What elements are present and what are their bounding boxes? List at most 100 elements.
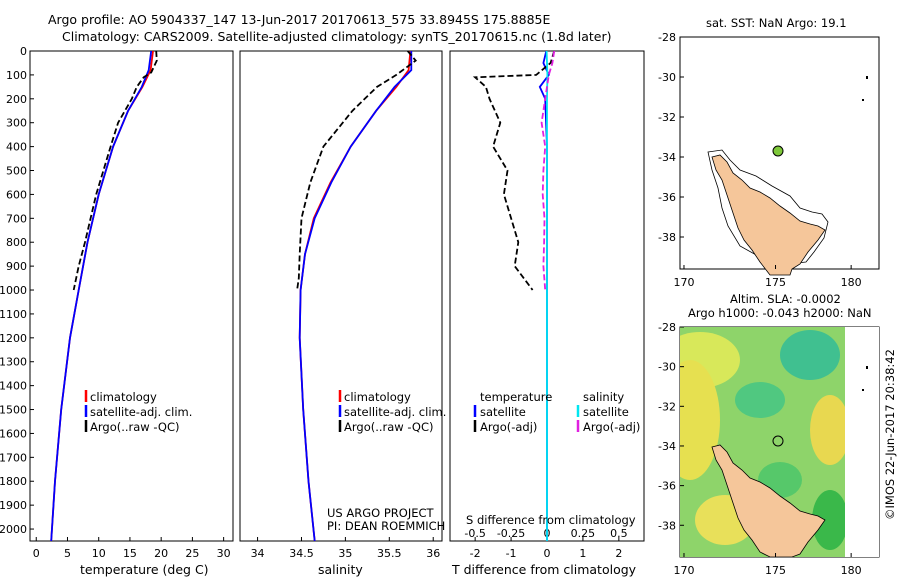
x-tick-label: 0 [544,547,551,560]
legend-title-temperature: temperature [480,390,553,404]
series-line [540,51,556,291]
depth-tick-label: 600 [6,188,27,201]
s-tick-label: 0.5 [610,527,628,540]
depth-tick-label: 2000 [0,523,27,536]
x-tick-label: 34 [251,547,265,560]
temperature-lines [50,51,158,541]
sst-map-title: sat. SST: NaN Argo: 19.1 [706,16,847,30]
map-tick-label: -28 [658,321,676,334]
x-tick-label: 2 [615,547,622,560]
difference-panel: -2 -1 0 1 2-0.5 -0.25 0 0.25 0.5 [449,50,645,560]
x-tick-label: -2 [470,547,481,560]
land-new-zealand [711,154,826,276]
depth-tick-label: 1800 [0,475,27,488]
map-tick-label: -34 [658,151,676,164]
legend-t-satellite: satellite [480,405,526,419]
island [862,99,864,101]
difference-xlabel: T difference from climatology [452,562,637,577]
depth-tick-label: 700 [6,212,27,225]
depth-tick-label: 500 [6,165,27,178]
salinity-lines [296,51,418,541]
map-tick-label: -30 [658,71,676,84]
map-tick-label: -38 [658,231,676,244]
x-tick-label: 1 [579,547,586,560]
island [862,389,864,391]
depth-tick-label: 900 [6,260,27,273]
legend-s-argo: Argo(-adj) [583,420,641,434]
salinity-ticks: 34 34.5 35 35.5 36 [251,537,440,560]
depth-tick-label: 1500 [0,404,27,417]
x-tick-label: 34.5 [289,547,314,560]
map-tick-label: -38 [658,519,676,532]
depth-tick-label: 200 [6,93,27,106]
land-new-zealand [711,444,826,558]
series-line [296,51,418,291]
series-line [72,51,158,291]
legend-title-salinity: salinity [583,390,625,404]
altimetry-map [679,326,880,558]
x-tick-label: 35.5 [377,547,402,560]
sst-map-ticks: 170 175 180 -28 -30 -32 -34 -36 -38 [658,31,862,289]
x-tick-label: -1 [506,547,517,560]
depth-tick-label: 400 [6,141,27,154]
series-line [298,51,413,541]
map-tick-label: -30 [658,361,676,374]
argo-location-marker [772,145,784,157]
title-line-1: Argo profile: AO 5904337_147 13-Jun-2017… [48,12,551,27]
map-tick-label: -36 [658,191,676,204]
sst-map [679,36,880,276]
shelf-contour [707,149,829,265]
map-tick-label: 180 [841,276,862,289]
legend-satellite: satellite-adj. clim. [90,405,193,419]
s-tick-label: -0.25 [497,527,525,540]
altimetry-title-1: Altim. SLA: -0.0002 [730,292,841,306]
depth-tick-label: 1900 [0,499,27,512]
map-tick-label: 170 [673,564,694,577]
island [866,366,868,369]
x-tick-label: 0 [33,547,40,560]
temperature-panel: 0100200300400500600700800900100011001200… [0,45,234,560]
series-line [472,51,556,291]
map-tick-label: -32 [658,111,676,124]
depth-tick-label: 1600 [0,427,27,440]
pi-credit: PI: DEAN ROEMMICH [327,519,446,533]
legend-argo: Argo(..raw -QC) [90,420,180,434]
series-line [545,51,549,541]
map-tick-label: 175 [765,564,786,577]
project-credit: US ARGO PROJECT [327,506,434,520]
depth-tick-label: 1400 [0,380,27,393]
salinity-xlabel: salinity [318,562,363,577]
depth-tick-label: 300 [6,117,27,130]
legend-s-satellite: satellite [583,405,629,419]
salinity-frame [239,50,443,542]
s-difference-label: S difference from climatology [466,513,636,527]
map-tick-label: -34 [658,440,676,453]
legend-t-argo: Argo(-adj) [480,420,538,434]
temperature-frame [29,50,234,542]
x-tick-label: 25 [185,547,199,560]
x-tick-label: 5 [64,547,71,560]
argo-location-marker [772,435,784,447]
depth-tick-label: 0 [20,45,27,58]
depth-tick-label: 1000 [0,284,27,297]
depth-tick-label: 1200 [0,332,27,345]
x-tick-label: 30 [217,547,231,560]
map-tick-label: -36 [658,480,676,493]
map-tick-label: 180 [841,564,862,577]
s-tick-label: 0.25 [571,527,596,540]
legend-argo: Argo(..raw -QC) [344,420,434,434]
altimetry-map-ticks: 170 175 180 -28 -30 -32 -34 -36 -38 [658,321,862,577]
map-tick-label: -32 [658,400,676,413]
depth-tick-label: 1100 [0,308,27,321]
legend-climatology: climatology [344,390,411,404]
altimetry-title-2: Argo h1000: -0.043 h2000: NaN [688,306,872,320]
salinity-panel: 34 34.5 35 35.5 36 [239,50,443,560]
x-tick-label: 10 [92,547,106,560]
temperature-ticks: 0 5 10 15 20 25 30 [33,537,231,560]
map-tick-label: 175 [765,276,786,289]
depth-tick-label: 100 [6,69,27,82]
x-tick-label: 35 [338,547,352,560]
title-line-2: Climatology: CARS2009. Satellite-adjuste… [62,29,612,44]
series-line [50,51,153,541]
